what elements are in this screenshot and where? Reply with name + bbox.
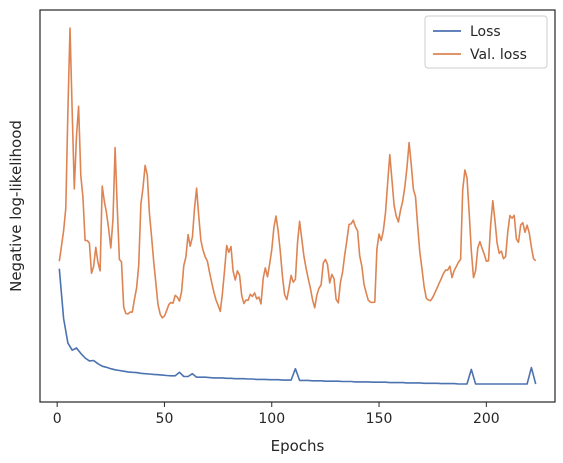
x-tick-label: 100 bbox=[258, 411, 285, 427]
legend-label: Val. loss bbox=[470, 47, 527, 63]
series-line-loss bbox=[58, 268, 537, 385]
x-axis-label: Epochs bbox=[271, 437, 325, 455]
x-tick-label: 0 bbox=[53, 411, 62, 427]
x-ticks: 0 50 100 150 200 bbox=[53, 402, 500, 427]
legend: Loss Val. loss bbox=[424, 15, 548, 69]
plot-frame bbox=[39, 9, 556, 403]
series-line-val-loss bbox=[58, 27, 537, 319]
legend-box bbox=[424, 15, 548, 69]
x-tick-label: 200 bbox=[473, 411, 500, 427]
x-tick-label: 50 bbox=[156, 411, 174, 427]
plot-lines bbox=[58, 27, 537, 385]
x-tick-label: 150 bbox=[366, 411, 393, 427]
y-axis-label: Negative log-likelihood bbox=[7, 120, 25, 292]
legend-label: Loss bbox=[470, 24, 501, 40]
